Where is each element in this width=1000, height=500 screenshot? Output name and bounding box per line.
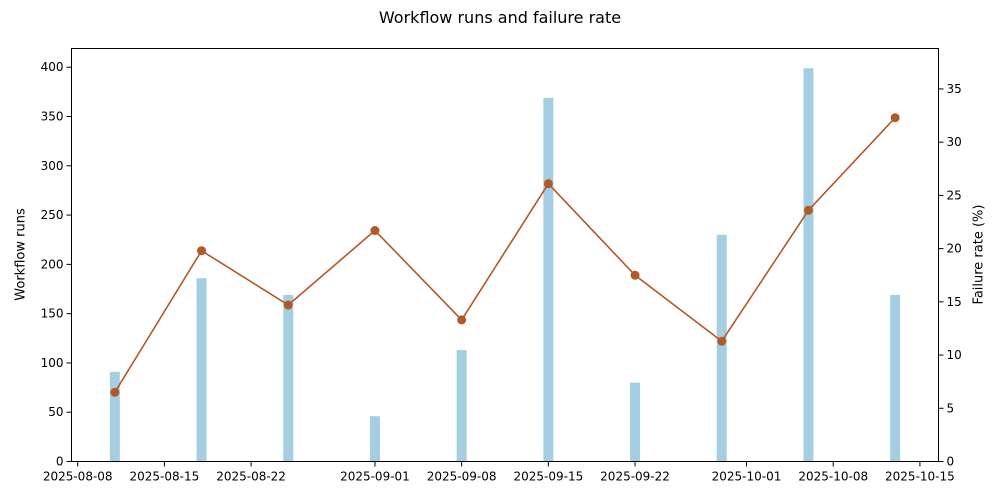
x-tick-label: 2025-10-08: [798, 470, 868, 484]
y-tick-label-right: 10: [947, 348, 962, 362]
y-axis-label-right: Failure rate (%): [972, 205, 987, 305]
failure-rate-point-2025-10-06: [803, 205, 813, 215]
x-tick-label: 2025-08-22: [216, 470, 286, 484]
workflow-runs-bar-2025-08-25: [283, 294, 294, 462]
y-tick-label-right: 15: [947, 295, 962, 309]
failure-rate-point-2025-09-15: [543, 179, 553, 189]
y-tick-label-left: 350: [41, 110, 64, 124]
failure-rate-point-2025-09-22: [630, 270, 640, 280]
y-tick-label-right: 30: [947, 135, 962, 149]
workflow-runs-bar-2025-08-18: [196, 278, 207, 462]
workflow-runs-bar-2025-10-06: [803, 68, 814, 462]
y-tick-label-right: 0: [947, 455, 955, 469]
failure-rate-point-2025-08-18: [197, 246, 207, 256]
workflow-runs-bar-2025-10-13: [890, 294, 901, 462]
failure-rate-point-2025-08-11: [110, 387, 120, 397]
y-axis-left: 0 50 100 150 200 250 300 350 400: [41, 60, 72, 469]
y-tick-label-left: 400: [41, 60, 64, 74]
y-tick-label-right: 20: [947, 242, 962, 256]
y-axis-label-left: Workflow runs: [14, 208, 29, 301]
x-tick-label: 2025-08-15: [130, 470, 200, 484]
y-axis-right: 0 5 10 15 20 25 30 35: [938, 82, 962, 469]
failure-rate-series: [110, 113, 900, 397]
workflow-runs-bar-2025-09-01: [369, 416, 380, 462]
failure-rate-point-2025-09-29: [717, 336, 727, 346]
workflow-runs-bars: [109, 68, 901, 462]
y-tick-label-left: 200: [41, 257, 64, 271]
workflow-runs-bar-2025-09-22: [630, 382, 641, 462]
y-tick-label-right: 5: [947, 401, 955, 415]
y-tick-label-left: 50: [48, 405, 63, 419]
failure-rate-point-2025-08-25: [283, 300, 293, 310]
y-tick-label-left: 250: [41, 208, 64, 222]
x-tick-label: 2025-09-22: [600, 470, 670, 484]
x-tick-label: 2025-10-01: [712, 470, 782, 484]
plot-frame: [71, 48, 939, 462]
x-tick-label: 2025-09-01: [340, 470, 410, 484]
x-tick-label: 2025-09-08: [427, 470, 497, 484]
workflow-runs-bar-2025-09-29: [716, 234, 727, 462]
y-tick-label-left: 0: [56, 455, 64, 469]
x-tick-label: 2025-09-15: [513, 470, 583, 484]
y-tick-label-left: 100: [41, 356, 64, 370]
failure-rate-point-2025-09-01: [370, 226, 380, 236]
failure-rate-point-2025-09-08: [457, 315, 467, 325]
workflow-runs-bar-2025-09-15: [543, 97, 554, 462]
x-axis: 2025-08-08 2025-08-15 2025-08-22 2025-09-01…: [43, 461, 955, 484]
failure-rate-point-2025-10-13: [890, 113, 900, 123]
y-tick-label-right: 35: [947, 82, 962, 96]
chart-title: Workflow runs and failure rate: [379, 8, 621, 27]
x-tick-label: 2025-10-15: [885, 470, 955, 484]
y-tick-label-left: 150: [41, 307, 64, 321]
y-tick-label-left: 300: [41, 159, 64, 173]
workflow-runs-bar-2025-08-11: [109, 371, 120, 462]
x-tick-label: 2025-08-08: [43, 470, 113, 484]
workflow-runs-bar-2025-09-08: [456, 350, 467, 462]
failure-rate-line: [114, 117, 896, 393]
y-tick-label-right: 25: [947, 188, 962, 202]
